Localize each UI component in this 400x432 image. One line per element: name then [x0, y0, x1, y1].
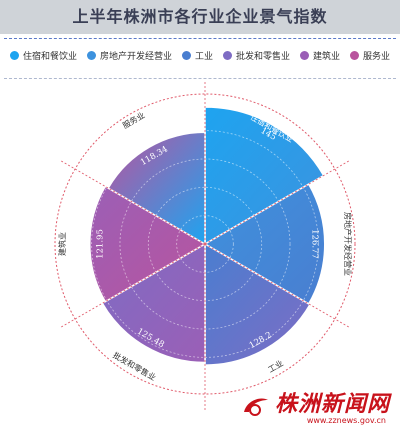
watermark: 株洲新闻网 [241, 386, 390, 418]
legend-item[interactable]: 住宿和餐饮业 [9, 49, 77, 62]
legend-dot-icon [350, 50, 360, 60]
watermark-url: www.zznews.gov.cn [306, 416, 386, 425]
legend-label: 住宿和餐饮业 [22, 51, 77, 62]
legend-item[interactable]: 房地产开发经营业 [86, 49, 172, 62]
category-label: 建筑业 [57, 232, 67, 256]
legend-item[interactable]: 服务业 [350, 49, 390, 62]
legend-label: 房地产开发经营业 [99, 51, 172, 62]
value-label: 121.95 [95, 229, 105, 259]
divider-bottom [4, 78, 396, 79]
category-label: 房地产开发经营业 [343, 212, 353, 276]
category-label: 服务业 [121, 110, 147, 131]
watermark-text: 株洲新闻网 [274, 391, 390, 417]
chart-area: 145 住宿和餐饮业 126.77 房地产开发经营业 128.2 工业 125.48 批发和零… [0, 78, 400, 428]
chart-title: 上半年株洲市各行业企业景气指数 [0, 0, 400, 34]
legend-label: 建筑业 [313, 51, 341, 62]
legend-dot-icon [300, 50, 310, 60]
rose-sector[interactable] [204, 106, 325, 246]
outer-ring [54, 93, 356, 395]
rose-sector[interactable] [107, 131, 206, 246]
value-label: 126.77 [309, 229, 319, 259]
legend-item[interactable]: 批发和零售业 [223, 49, 290, 62]
legend-dot-icon [9, 50, 19, 60]
legend-dot-icon [223, 50, 232, 60]
legend-label: 工业 [194, 51, 213, 62]
rose-sector[interactable] [204, 242, 311, 366]
rose-sector[interactable] [101, 242, 206, 364]
zznews-logo-icon [243, 398, 268, 416]
category-label: 工业 [266, 358, 285, 375]
legend-label: 批发和零售业 [236, 51, 291, 62]
legend: 住宿和餐饮业 房地产开发经营业 工业 批发和零售业 建筑业 服务业 [0, 44, 400, 66]
rose-sector[interactable] [89, 185, 207, 303]
rose-sector[interactable] [203, 183, 326, 305]
legend-item[interactable]: 建筑业 [300, 49, 340, 62]
legend-dot-icon [181, 50, 191, 60]
legend-dot-icon [86, 50, 96, 60]
legend-item[interactable]: 工业 [181, 49, 213, 62]
divider-top [4, 38, 396, 39]
legend-label: 服务业 [363, 51, 391, 62]
